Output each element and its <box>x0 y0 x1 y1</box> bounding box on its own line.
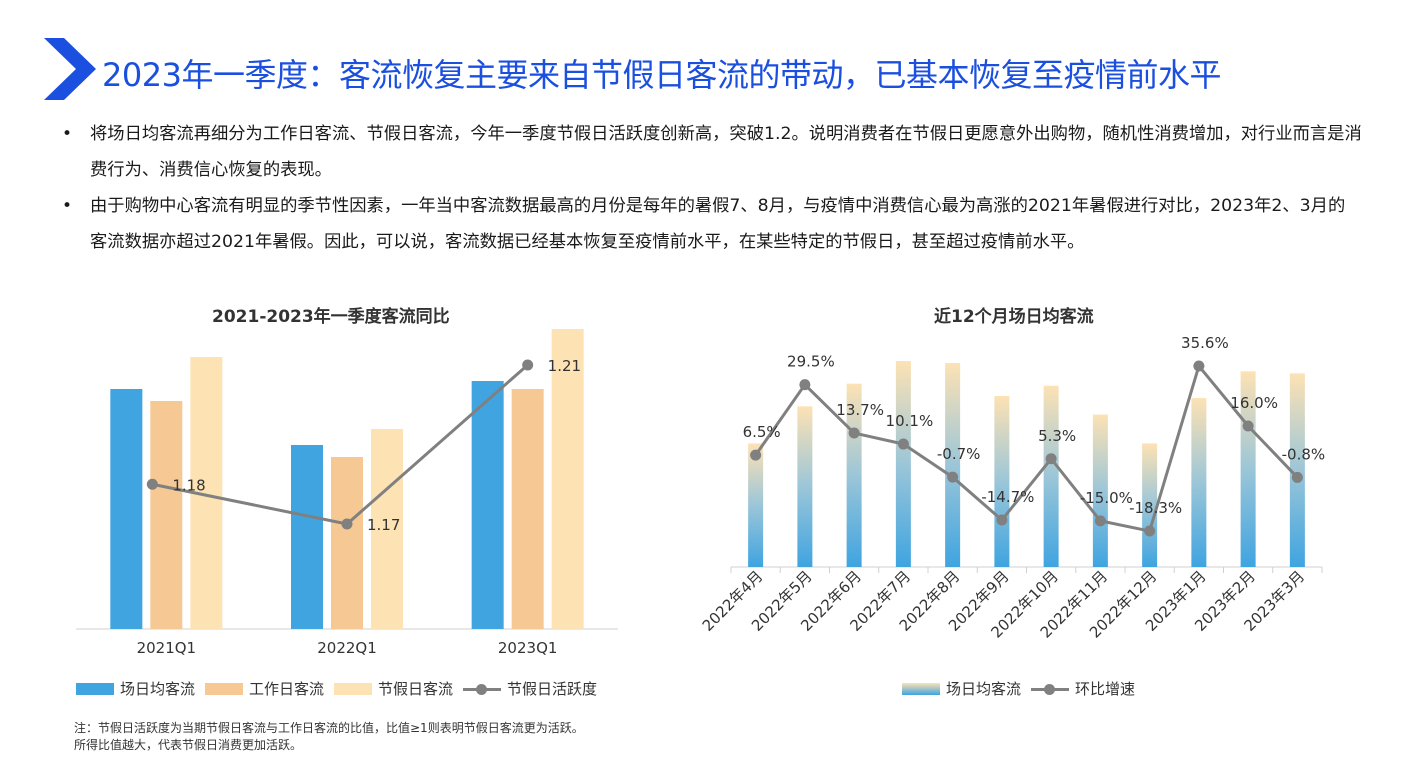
line-data-label: 1.17 <box>367 516 400 534</box>
right-chart-legend: 场日均客流 环比增速 <box>902 678 1145 699</box>
line-point <box>1045 453 1057 465</box>
line-point <box>1094 515 1106 527</box>
bar-monthly-traffic <box>945 363 961 567</box>
footnote-line: 注：节假日活跃度为当期节假日客流与工作日客流的比值，比值≥1则表明节假日客流更为… <box>74 721 584 735</box>
bar-工作日客流 <box>331 457 363 629</box>
bar-场日均客流 <box>471 381 504 629</box>
line-point <box>947 471 959 483</box>
line-point <box>1193 360 1205 372</box>
logo-chevron-icon <box>44 38 96 100</box>
line-point <box>1291 471 1303 483</box>
bar-节假日客流 <box>551 329 584 629</box>
line-data-label: -18.3% <box>1129 499 1182 517</box>
bar-场日均客流 <box>110 389 143 629</box>
legend-line-swatch <box>1031 683 1070 695</box>
legend-swatch <box>902 682 940 695</box>
left-chart-legend: 场日均客流 工作日客流 节假日客流 节假日活跃度 <box>76 678 607 699</box>
bullet-list: • 将场日均客流再细分为工作日客流、节假日客流，今年一季度节假日活跃度创新高，突… <box>62 116 1362 260</box>
line-data-label: 1.21 <box>548 357 581 375</box>
bullet-dot: • <box>62 124 73 144</box>
bar-节假日客流 <box>371 429 403 629</box>
page-title: 2023年一季度：客流恢复主要来自节假日客流的带动，已基本恢复至疫情前水平 <box>102 56 1221 94</box>
line-point <box>1242 420 1254 432</box>
legend-item: 环比增速 <box>1031 678 1135 699</box>
legend-swatch <box>76 682 114 695</box>
line-data-label: 10.1% <box>886 412 934 430</box>
line-data-label: -15.0% <box>1080 489 1133 507</box>
legend-line-swatch <box>463 683 502 695</box>
line-point <box>341 518 353 530</box>
x-tick-label: 2021Q1 <box>137 639 197 657</box>
x-tick-label: 2022Q1 <box>317 639 377 657</box>
legend-swatch <box>334 682 373 695</box>
line-data-label: -14.7% <box>981 488 1034 506</box>
legend-label: 节假日活跃度 <box>507 680 598 698</box>
left-chart: 2021Q1 2022Q1 2023Q1 1.18 1.17 1.21 <box>76 329 618 657</box>
bar-monthly-traffic <box>895 361 911 567</box>
line-data-label: 6.5% <box>743 423 781 441</box>
bar-monthly-traffic <box>1092 414 1108 567</box>
legend-label: 工作日客流 <box>249 680 325 698</box>
legend-item: 工作日客流 <box>205 678 324 699</box>
line-data-label: -0.8% <box>1282 445 1326 463</box>
line-point <box>897 438 909 450</box>
line-data-label: 16.0% <box>1230 394 1278 412</box>
legend-item: 场日均客流 <box>76 678 195 699</box>
bullet-dot: • <box>62 196 73 216</box>
line-data-label: 5.3% <box>1038 427 1076 445</box>
line-data-label: -0.7% <box>937 445 981 463</box>
line-data-label: 13.7% <box>836 401 884 419</box>
bar-monthly-traffic <box>748 443 764 567</box>
legend-item: 场日均客流 <box>902 678 1021 699</box>
legend-item: 节假日活跃度 <box>463 678 597 699</box>
line-data-label: 35.6% <box>1181 334 1229 352</box>
bar-monthly-traffic <box>797 406 813 567</box>
line-point <box>799 379 811 391</box>
bullet-item: • 将场日均客流再细分为工作日客流、节假日客流，今年一季度节假日活跃度创新高，突… <box>62 116 1362 188</box>
bar-monthly-traffic <box>1142 443 1158 567</box>
bullet-text: 将场日均客流再细分为工作日客流、节假日客流，今年一季度节假日活跃度创新高，突破1… <box>90 124 1362 180</box>
bar-工作日客流 <box>511 389 544 629</box>
line-point <box>146 478 158 490</box>
legend-label: 节假日客流 <box>378 680 454 698</box>
bar-monthly-traffic <box>994 396 1010 567</box>
bar-场日均客流 <box>291 445 323 629</box>
bullet-text: 由于购物中心客流有明显的季节性因素，一年当中客流数据最高的月份是每年的暑假7、8… <box>90 196 1346 252</box>
line-point <box>848 427 860 439</box>
line-point <box>1144 525 1156 537</box>
bar-工作日客流 <box>150 401 183 629</box>
legend-label: 场日均客流 <box>120 680 196 698</box>
legend-label: 环比增速 <box>1075 680 1136 698</box>
line-point <box>996 514 1008 526</box>
footnote: 注：节假日活跃度为当期节假日客流与工作日客流的比值，比值≥1则表明节假日客流更为… <box>74 720 584 754</box>
left-chart-title: 2021-2023年一季度客流同比 <box>212 307 450 327</box>
line-series-path <box>754 362 1299 533</box>
line-data-label: 1.18 <box>172 476 205 494</box>
x-tick-label: 2023Q1 <box>498 639 558 657</box>
footnote-line: 所得比值越大，代表节假日消费更加活跃。 <box>74 738 303 752</box>
bar-monthly-traffic <box>1191 398 1207 567</box>
line-data-label: 29.5% <box>787 353 835 371</box>
legend-label: 场日均客流 <box>946 680 1022 698</box>
line-point <box>522 359 534 371</box>
bar-monthly-traffic <box>1043 385 1059 567</box>
legend-item: 节假日客流 <box>334 678 453 699</box>
right-chart: 2022年4月2022年5月2022年6月2022年7月2022年8月2022年… <box>699 334 1325 642</box>
bar-monthly-traffic <box>1289 373 1305 567</box>
legend-swatch <box>205 682 244 695</box>
right-chart-title: 近12个月场日均客流 <box>934 307 1094 327</box>
line-point <box>750 449 762 461</box>
bullet-item: • 由于购物中心客流有明显的季节性因素，一年当中客流数据最高的月份是每年的暑假7… <box>62 188 1362 260</box>
